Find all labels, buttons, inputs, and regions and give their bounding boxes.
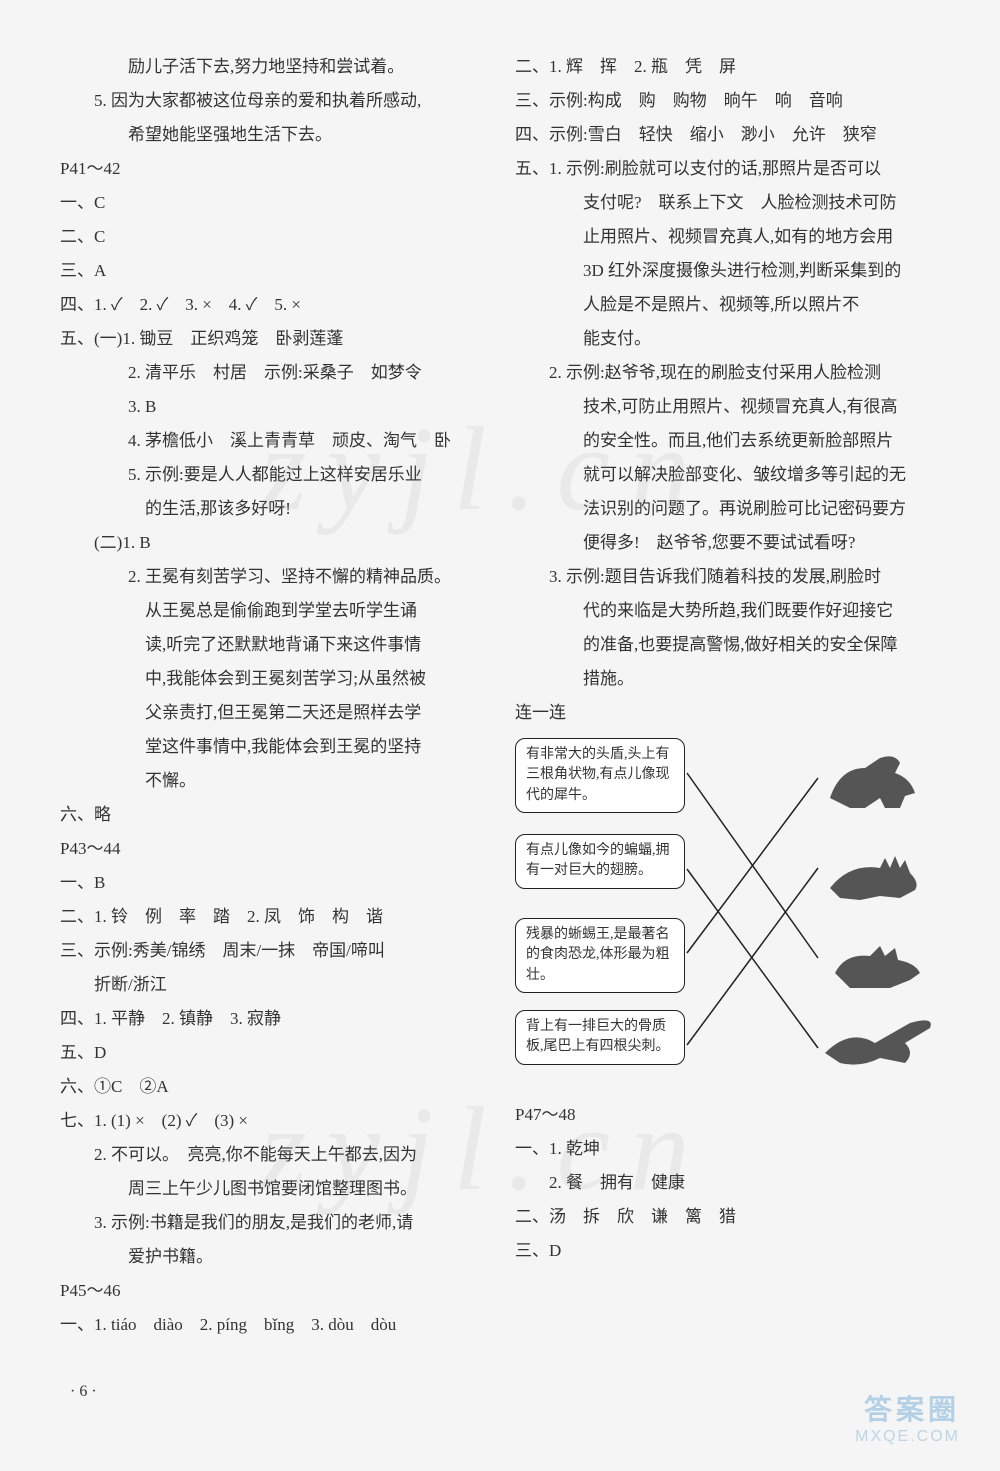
answer: 的准备,也要提高警惕,做好相关的安全保障: [515, 628, 940, 662]
dino-tricera-icon: [820, 918, 940, 998]
desc-box-2: 残暴的蜥蜴王,是最著名的食肉恐龙,体形最为粗壮。: [515, 918, 685, 993]
answer: 五、1. 示例:刷脸就可以支付的话,那照片是否可以: [515, 152, 940, 186]
desc-box-0: 有非常大的头盾,头上有三根角状物,有点儿像现代的犀牛。: [515, 738, 685, 813]
answer: 读,听完了还默默地背诵下来这件事情: [60, 628, 485, 662]
brand-name: 答案圈: [855, 1388, 960, 1428]
answer: 三、示例:构成 购 购物 晌午 响 音响: [515, 84, 940, 118]
answer: 法识别的问题了。再说刷脸可比记密码要方: [515, 492, 940, 526]
answer: 2. 不可以。 亮亮,你不能每天上午都去,因为: [60, 1138, 485, 1172]
answer: 从王冕总是偷偷跑到学堂去听学生诵: [60, 594, 485, 628]
answer: 四、1. 平静 2. 镇静 3. 寂静: [60, 1002, 485, 1036]
answer: 就可以解决脸部变化、皱纹增多等引起的无: [515, 458, 940, 492]
answer: 人脸是不是照片、视频等,所以照片不: [515, 288, 940, 322]
answer: 二、C: [60, 220, 485, 254]
dino-trex-icon: [820, 738, 940, 818]
answer: 中,我能体会到王冕刻苦学习;从虽然被: [60, 662, 485, 696]
answer: 3. 示例:书籍是我们的朋友,是我们的老师,请: [60, 1206, 485, 1240]
answer: 2. 清平乐 村居 示例:采桑子 如梦令: [60, 356, 485, 390]
answer: 3. B: [60, 390, 485, 424]
text: 励儿子活下去,努力地坚持和尝试着。: [60, 50, 485, 84]
answer: 技术,可防止用照片、视频冒充真人,有很高: [515, 390, 940, 424]
answer: 周三上午少儿图书馆要闭馆整理图书。: [60, 1172, 485, 1206]
answer: 支付呢? 联系上下文 人脸检测技术可防: [515, 186, 940, 220]
answer: 一、1. 乾坤: [515, 1132, 940, 1166]
answer: 一、C: [60, 186, 485, 220]
answer: 折断/浙江: [60, 968, 485, 1002]
answer: (二)1. B: [60, 526, 485, 560]
dino-ptero-icon: [820, 1008, 940, 1088]
text: 5. 因为大家都被这位母亲的爱和执着所感动,: [60, 84, 485, 118]
page-number: · 6 ·: [70, 1383, 97, 1401]
left-column: 励儿子活下去,努力地坚持和尝试着。 5. 因为大家都被这位母亲的爱和执着所感动,…: [60, 50, 485, 1431]
answer: 二、1. 辉 挥 2. 瓶 凭 屏: [515, 50, 940, 84]
answer: 代的来临是大势所趋,我们既要作好迎接它: [515, 594, 940, 628]
answer: 二、1. 铃 例 率 踏 2. 凤 饰 构 谐: [60, 900, 485, 934]
answer: 2. 餐 拥有 健康: [515, 1166, 940, 1200]
page-range: P41～42: [60, 152, 485, 186]
answer: 不懈。: [60, 764, 485, 798]
answer: 4. 茅檐低小 溪上青青草 顽皮、淘气 卧: [60, 424, 485, 458]
answer: 3. 示例:题目告诉我们随着科技的发展,刷脸时: [515, 560, 940, 594]
answer: 父亲责打,但王冕第二天还是照样去学: [60, 696, 485, 730]
answer: 七、1. (1) × (2) ✓ (3) ×: [60, 1104, 485, 1138]
answer: 四、1. ✓ 2. ✓ 3. × 4. ✓ 5. ×: [60, 288, 485, 322]
answer: 的安全性。而且,他们去系统更新脸部照片: [515, 424, 940, 458]
right-column: 二、1. 辉 挥 2. 瓶 凭 屏 三、示例:构成 购 购物 晌午 响 音响 四…: [515, 50, 940, 1431]
answer: 止用照片、视频冒充真人,如有的地方会用: [515, 220, 940, 254]
answer: 二、汤 拆 欣 谦 篱 猎: [515, 1200, 940, 1234]
answer: 爱护书籍。: [60, 1240, 485, 1274]
answer: 三、D: [515, 1234, 940, 1268]
page-range: P45～46: [60, 1274, 485, 1308]
answer: 三、示例:秀美/锦绣 周末/一抹 帝国/啼叫: [60, 934, 485, 968]
answer: 3D 红外深度摄像头进行检测,判断采集到的: [515, 254, 940, 288]
answer: 堂这件事情中,我能体会到王冕的坚持: [60, 730, 485, 764]
page: 励儿子活下去,努力地坚持和尝试着。 5. 因为大家都被这位母亲的爱和执着所感动,…: [0, 0, 1000, 1471]
page-range: P43～44: [60, 832, 485, 866]
answer: 一、1. tiáo diào 2. píng bǐng 3. dòu dòu: [60, 1308, 485, 1342]
answer: 能支付。: [515, 322, 940, 356]
answer: 一、B: [60, 866, 485, 900]
answer: 四、示例:雪白 轻快 缩小 渺小 允许 狭窄: [515, 118, 940, 152]
page-range: P47～48: [515, 1098, 940, 1132]
answer: 三、A: [60, 254, 485, 288]
section-title: 连一连: [515, 696, 940, 730]
desc-box-3: 背上有一排巨大的骨质板,尾巴上有四根尖刺。: [515, 1010, 685, 1065]
answer: 5. 示例:要是人人都能过上这样安居乐业: [60, 458, 485, 492]
answer: 的生活,那该多好呀!: [60, 492, 485, 526]
text: 希望她能坚强地生活下去。: [60, 118, 485, 152]
desc-box-1: 有点儿像如今的蝙蝠,拥有一对巨大的翅膀。: [515, 834, 685, 889]
answer: 便得多! 赵爷爷,您要不要试试看呀?: [515, 526, 940, 560]
answer: 2. 王冕有刻苦学习、坚持不懈的精神品质。: [60, 560, 485, 594]
answer: 五、D: [60, 1036, 485, 1070]
matching-diagram: 有非常大的头盾,头上有三根角状物,有点儿像现代的犀牛。有点儿像如今的蝙蝠,拥有一…: [515, 738, 940, 1098]
answer: 五、(一)1. 锄豆 正织鸡笼 卧剥莲蓬: [60, 322, 485, 356]
answer: 六、①C ②A: [60, 1070, 485, 1104]
brand-url: MXQE.COM: [855, 1428, 960, 1446]
answer: 措施。: [515, 662, 940, 696]
brand-mark: 答案圈 MXQE.COM: [855, 1388, 960, 1446]
dino-stego-icon: [820, 828, 940, 908]
answer: 2. 示例:赵爷爷,现在的刷脸支付采用人脸检测: [515, 356, 940, 390]
answer: 六、略: [60, 798, 485, 832]
